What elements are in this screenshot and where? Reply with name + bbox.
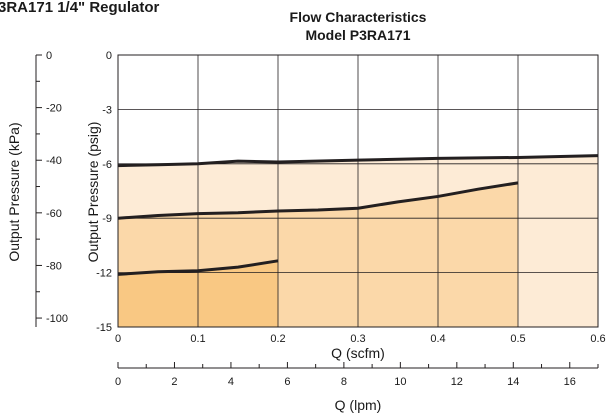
- y-tick-label: -6: [102, 159, 112, 171]
- y-axis-ticks: 0 -3 -6 -9 -12 -15: [96, 50, 112, 334]
- y-tick-label: -9: [102, 213, 112, 225]
- kpa-tick-label: 0: [46, 50, 52, 62]
- x-tick-label: 0.5: [510, 333, 525, 345]
- series-line-1: [117, 154, 599, 168]
- y-tick-label: -12: [96, 268, 112, 280]
- lpm-tick-label: 12: [451, 376, 463, 388]
- page-heading: 3RA171 1/4" Regulator: [0, 0, 160, 16]
- x-tick-label: 0.1: [190, 333, 205, 345]
- kpa-axis: 0 -20 -40 -60 -80 -100: [35, 50, 68, 327]
- y-tick-label: 0: [106, 50, 112, 62]
- y-axis-label: Output Pressure (psig): [85, 122, 101, 263]
- x-tick-label: 0.4: [430, 333, 445, 345]
- kpa-tick-label: -80: [46, 260, 62, 272]
- plot-frame: [117, 54, 599, 328]
- lpm-tick-label: 14: [507, 376, 519, 388]
- lpm-tick-label: 6: [284, 376, 290, 388]
- kpa-tick-label: -20: [46, 103, 62, 115]
- x-axis-label: Q (scfm): [331, 345, 385, 361]
- x-tick-label: 0.3: [350, 333, 365, 345]
- lpm-tick-label: 0: [115, 376, 121, 388]
- lpm-tick-label: 8: [341, 376, 347, 388]
- y-tick-label: -15: [96, 322, 112, 334]
- lpm-tick-label: 10: [394, 376, 406, 388]
- series-line-2: [117, 181, 519, 220]
- lpm-tick-label: 16: [564, 376, 576, 388]
- kpa-tick-label: -40: [46, 155, 62, 167]
- x-axis-secondary-label: Q (lpm): [335, 397, 382, 413]
- y-axis-secondary-label: Output Pressure (kPa): [6, 122, 22, 261]
- x-tick-label: 0.2: [270, 333, 285, 345]
- lpm-tick-label: 4: [228, 376, 234, 388]
- y-tick-label: -3: [102, 104, 112, 116]
- series-lines: [117, 154, 599, 276]
- chart-title: Flow Characteristics: [290, 9, 427, 25]
- lpm-tick-label: 2: [171, 376, 177, 388]
- kpa-tick-label: -60: [46, 208, 62, 220]
- series-line-3: [117, 259, 279, 276]
- x-tick-label: 0.6: [590, 333, 605, 345]
- lpm-axis: 0 2 4 6 8 10 12 14 16: [115, 362, 599, 388]
- chart-subtitle: Model P3RA171: [305, 27, 410, 43]
- x-tick-label: 0: [115, 333, 121, 345]
- x-axis-ticks: 0 0.1 0.2 0.3 0.4 0.5 0.6: [115, 333, 606, 345]
- kpa-tick-label: -100: [46, 313, 68, 325]
